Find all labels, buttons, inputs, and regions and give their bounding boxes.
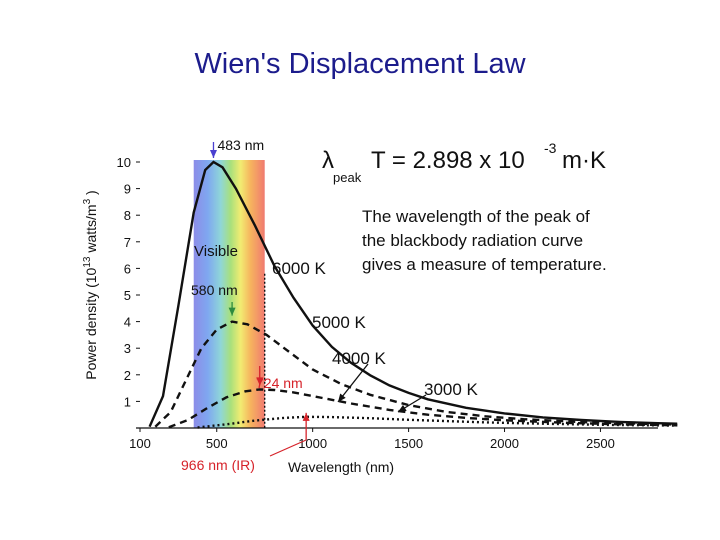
y-tick-label: 8 bbox=[124, 208, 131, 223]
arrow-3000k-head bbox=[398, 404, 407, 412]
x-tick-label: 500 bbox=[206, 436, 228, 451]
x-axis-label: Wavelength (nm) bbox=[288, 459, 394, 475]
series-6000k-curve bbox=[148, 160, 678, 428]
formula-lambda: λ bbox=[322, 147, 334, 174]
ir-label-connector bbox=[269, 439, 307, 457]
peak-arrow-2-head bbox=[256, 377, 264, 386]
peak-wavelength-label: 966 nm (IR) bbox=[181, 457, 255, 473]
series-5000k-curve bbox=[154, 320, 678, 428]
peak-wavelength-label: 483 nm bbox=[217, 137, 264, 153]
formula-subscript: peak bbox=[333, 170, 362, 185]
annotation-line: gives a measure of temperature. bbox=[362, 255, 607, 274]
y-tick-label: 6 bbox=[124, 261, 131, 276]
peak-arrow-0-head bbox=[209, 150, 217, 158]
series-label: 5000 K bbox=[312, 313, 367, 332]
peak-wavelength-label: 580 nm bbox=[191, 282, 238, 298]
y-tick-label: 4 bbox=[124, 315, 131, 330]
x-tick-label: 1000 bbox=[298, 436, 327, 451]
y-tick-label: 3 bbox=[124, 341, 131, 356]
peak-arrow-1-head bbox=[228, 307, 236, 316]
formula-equation: T = 2.898 x 10 bbox=[371, 147, 525, 174]
annotation-line: The wavelength of the peak of bbox=[362, 207, 590, 226]
series-label: 4000 K bbox=[332, 349, 387, 368]
annotation-line: the blackbody radiation curve bbox=[362, 231, 583, 250]
arrow-4000k-head bbox=[338, 393, 346, 402]
formula-unit: m·K bbox=[562, 147, 606, 174]
y-axis-label: Power density (1013 watts/m3 ) bbox=[82, 190, 99, 379]
y-tick-label: 7 bbox=[124, 235, 131, 250]
y-tick-label: 5 bbox=[124, 288, 131, 303]
peak-arrow-3-head bbox=[302, 412, 310, 421]
y-tick-label: 10 bbox=[117, 155, 131, 170]
series-label: 6000 K bbox=[272, 259, 327, 278]
x-tick-label: 2500 bbox=[586, 436, 615, 451]
x-tick-label: 2000 bbox=[490, 436, 519, 451]
x-tick-label: 1500 bbox=[394, 436, 423, 451]
peak-wavelength-label: 724 nm bbox=[256, 375, 303, 391]
series-label: 3000 K bbox=[424, 380, 479, 399]
slide-title: Wien's Displacement Law bbox=[194, 48, 526, 80]
series-3000k-curve bbox=[197, 415, 678, 429]
y-tick-label: 1 bbox=[124, 394, 131, 409]
series-4000k-curve bbox=[168, 388, 678, 429]
visible-spectrum-band bbox=[193, 160, 265, 428]
x-tick-label: 100 bbox=[129, 436, 151, 451]
arrow-4000k bbox=[337, 363, 369, 403]
visible-band-label: Visible bbox=[194, 243, 238, 260]
y-tick-label: 9 bbox=[124, 182, 131, 197]
formula-exponent: -3 bbox=[544, 140, 557, 156]
y-tick-label: 2 bbox=[124, 368, 131, 383]
